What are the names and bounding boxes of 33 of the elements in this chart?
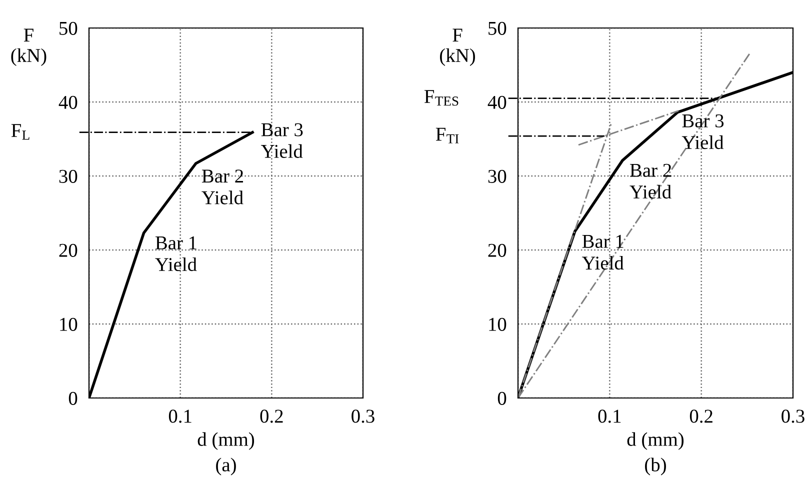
x-axis-title: d (mm) [198,432,254,450]
y-tick-label: 40 [488,96,506,109]
y-tick-label: 50 [60,22,78,35]
ref-line-label: F$_{TES}$ [424,90,458,106]
y-tick-label: 10 [489,318,506,331]
x-tick-label: 0.3 [352,410,374,423]
y-tick-label: 10 [60,318,78,331]
x-tick-label: 0.1 [168,410,192,423]
y-tick-label: 30 [59,170,78,183]
annotation: Bar 2 Yield [202,170,244,204]
y-axis-title: F (kN) [440,28,476,66]
y-tick-label: 0 [498,392,506,405]
annotation: Bar 2 Yield [630,164,672,199]
y-tick-label: 20 [59,244,78,257]
text: (a) [216,458,236,476]
y-tick-label: 0 [68,392,78,405]
annotation: Bar 3 Yield [682,114,724,150]
x-tick-label: 0.2 [690,410,712,423]
x-tick-label: 0.2 [260,410,283,423]
ref-line-label: F$_{L}$ [11,124,30,140]
annotation: Bar 1 Yield [582,234,624,270]
y-tick-label: 40 [58,96,78,109]
ref-line-label: F$_{TI}$ [436,128,459,144]
y-tick-label: 50 [488,22,506,35]
annotation: Bar 1 Yield [155,236,197,272]
text: (b) [645,458,666,476]
x-tick-label: 0.3 [782,410,804,423]
y-tick-label: 20 [488,244,506,257]
annotation: Bar 3 Yield [261,123,303,158]
y-axis-title: F (kN) [11,28,46,66]
y-tick-label: 30 [488,170,506,183]
x-tick-label: 0.1 [598,410,621,423]
x-axis-title: d (mm) [627,432,684,450]
